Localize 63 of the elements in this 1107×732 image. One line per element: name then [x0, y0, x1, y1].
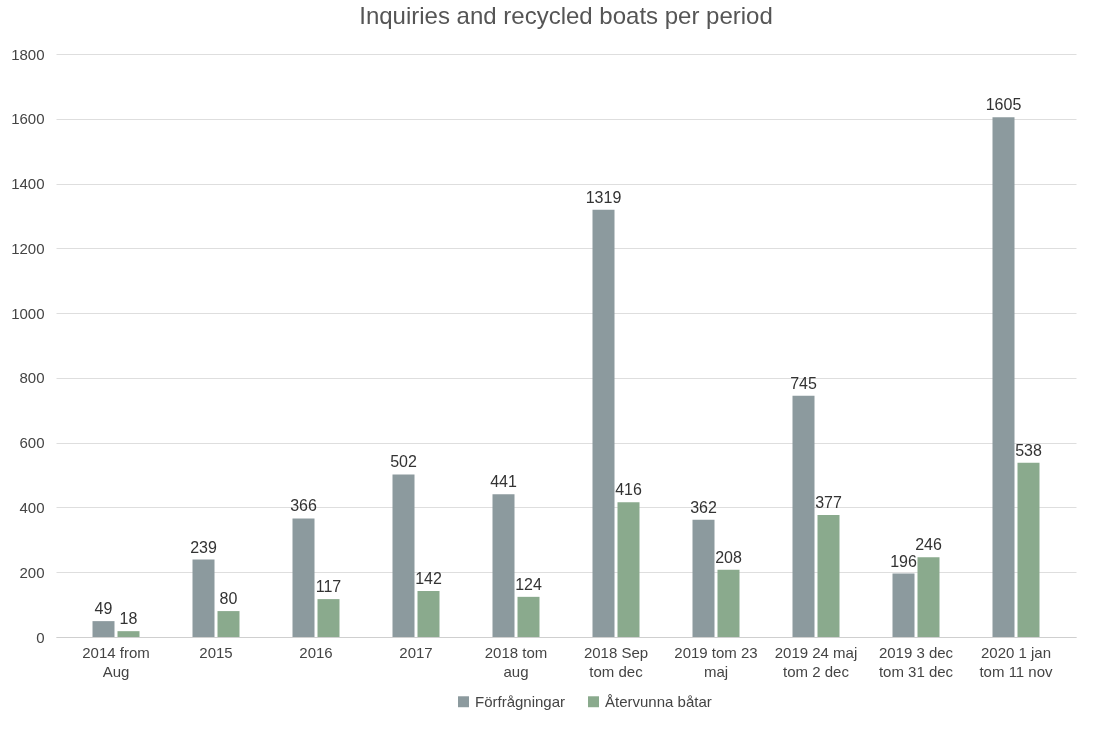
bar	[1017, 462, 1040, 637]
x-tick-label: 2016	[299, 643, 333, 661]
data-label: 366	[290, 497, 317, 515]
y-tick-label: 1200	[11, 239, 45, 257]
y-tick-label: 800	[19, 369, 45, 387]
x-tick-label: 2020 1 jan tom 11 nov	[979, 643, 1054, 680]
data-label: 18	[119, 610, 138, 628]
data-label: 538	[1015, 441, 1042, 459]
data-label: 745	[790, 374, 817, 392]
bar	[492, 494, 515, 637]
data-label: 142	[415, 570, 442, 588]
bar	[792, 395, 815, 637]
bar	[92, 621, 115, 637]
data-label: 239	[190, 538, 217, 556]
y-tick-label: 1600	[11, 110, 45, 128]
bar	[217, 611, 240, 637]
data-label: 208	[715, 548, 742, 566]
data-label: 124	[515, 575, 542, 593]
bar	[392, 474, 415, 637]
data-label: 80	[219, 590, 238, 608]
bar	[892, 573, 915, 637]
x-tick-label: 2018 Sep tom dec	[583, 643, 649, 680]
y-tick-label: 1800	[11, 45, 45, 63]
bar	[417, 591, 440, 637]
x-tick-label: 2018 tom aug	[484, 643, 548, 680]
y-tick-label: 1000	[11, 304, 45, 322]
x-tick-label: 2017	[399, 643, 433, 661]
data-label: 196	[890, 552, 917, 570]
y-tick-label: 200	[19, 563, 45, 581]
bar	[517, 596, 540, 637]
data-label: 377	[815, 493, 842, 511]
x-tick-label: 2014 from Aug	[82, 643, 150, 680]
bar	[192, 559, 215, 637]
bar	[617, 502, 640, 637]
data-label: 362	[690, 498, 717, 516]
y-tick-label: 0	[36, 628, 45, 646]
data-label: 1319	[585, 188, 622, 206]
data-label: 1605	[985, 96, 1022, 114]
x-tick-label: 2019 3 dec tom 31 dec	[878, 643, 954, 680]
bar	[817, 514, 840, 637]
data-label: 49	[94, 600, 113, 618]
legend-label: Förfrågningar	[475, 692, 566, 710]
data-label: 502	[390, 453, 417, 471]
y-tick-label: 1400	[11, 175, 45, 193]
bar	[717, 569, 740, 637]
data-label: 117	[315, 578, 342, 596]
x-tick-label: 2015	[199, 643, 233, 661]
y-tick-label: 600	[19, 434, 45, 452]
data-label: 441	[490, 473, 517, 491]
chart-title: Inquiries and recycled boats per period	[359, 2, 773, 29]
legend-label: Återvunna båtar	[605, 692, 712, 710]
bar	[992, 117, 1015, 637]
x-tick-label: 2019 tom 23 maj	[674, 643, 758, 680]
bar	[692, 519, 715, 637]
bar	[917, 557, 940, 637]
bar	[117, 631, 140, 637]
bar	[292, 518, 315, 637]
x-tick-label: 2019 24 maj tom 2 dec	[774, 643, 858, 680]
data-label: 246	[915, 536, 942, 554]
bar	[317, 599, 340, 637]
y-tick-label: 400	[19, 498, 45, 516]
bar	[592, 209, 615, 637]
data-label: 416	[615, 481, 642, 499]
